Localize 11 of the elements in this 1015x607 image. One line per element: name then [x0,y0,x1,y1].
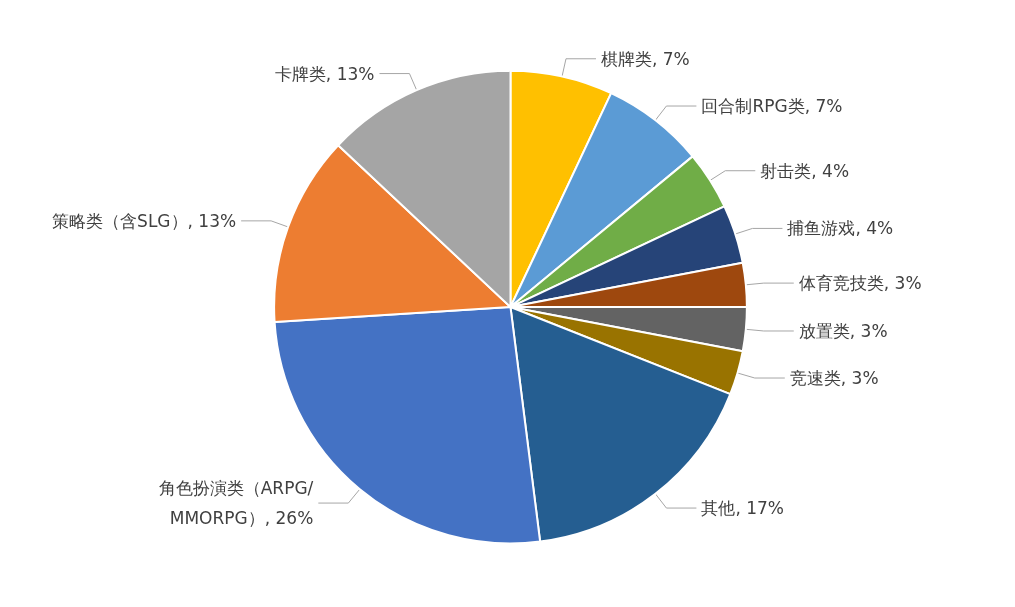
slice-label: 射击类, 4% [760,160,850,181]
slice-label: 捕鱼游戏, 4% [787,218,894,239]
slice-label: 放置类, 3% [798,320,888,341]
slice-label: 棋牌类, 7% [600,48,690,69]
slice-label: 卡牌类, 13% [274,63,375,84]
slice-label: 策略类（含SLG）, 13% [52,210,237,231]
slice-label: 其他, 17% [701,498,785,519]
slice-label: 角色扮演类（ARPG/MMORPG）, 26% [158,478,314,529]
slice-label: 回合制RPG类, 7% [701,96,843,117]
slice-label: 体育竞技类, 3% [798,273,922,294]
slice-label: 竞速类, 3% [789,368,879,389]
